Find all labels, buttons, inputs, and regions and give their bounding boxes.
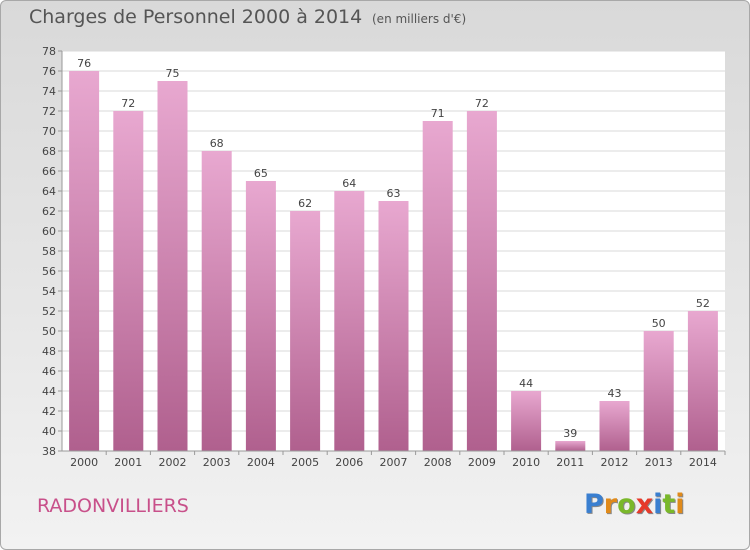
bar-2013 <box>643 331 674 451</box>
chart-subtitle: (en milliers d'€) <box>372 12 467 26</box>
x-tick-label: 2000 <box>70 456 98 469</box>
commune-name: RADONVILLIERS <box>37 495 189 517</box>
x-tick-label: 2012 <box>601 456 629 469</box>
chart-title: Charges de Personnel 2000 à 2014 <box>29 6 363 28</box>
logo-letter: i <box>675 489 685 520</box>
x-tick-label: 2014 <box>689 456 717 469</box>
bar-2010 <box>511 391 542 451</box>
bar-2009 <box>466 111 497 451</box>
y-tick-label: 46 <box>42 365 56 378</box>
x-tick-label: 2009 <box>468 456 496 469</box>
y-tick-label: 48 <box>42 345 56 358</box>
y-tick-label: 70 <box>42 125 56 138</box>
x-tick-label: 2006 <box>335 456 363 469</box>
y-tick-label: 50 <box>42 325 56 338</box>
logo-letter: t <box>662 489 676 520</box>
y-tick-label: 78 <box>42 45 56 58</box>
x-tick-label: 2010 <box>512 456 540 469</box>
y-tick-label: 52 <box>42 305 56 318</box>
x-tick-label: 2011 <box>556 456 584 469</box>
bar-value-label: 68 <box>210 137 224 150</box>
logo-letter: o <box>617 489 636 520</box>
bar-2006 <box>334 191 365 451</box>
bar-value-label: 65 <box>254 167 268 180</box>
logo-letter: x <box>635 489 654 520</box>
x-tick-label: 2008 <box>424 456 452 469</box>
y-tick-label: 64 <box>42 185 56 198</box>
y-tick-label: 54 <box>42 285 56 298</box>
x-tick-label: 2003 <box>203 456 231 469</box>
bar-2002 <box>157 81 188 451</box>
bar-value-label: 52 <box>696 297 710 310</box>
y-tick-label: 56 <box>42 265 56 278</box>
bar-value-label: 50 <box>652 317 666 330</box>
x-tick-label: 2005 <box>291 456 319 469</box>
bar-value-label: 62 <box>298 197 312 210</box>
bar-2003 <box>201 151 232 451</box>
x-tick-label: 2001 <box>114 456 142 469</box>
bar-value-label: 75 <box>166 67 180 80</box>
y-tick-label: 74 <box>42 85 56 98</box>
y-tick-label: 38 <box>42 445 56 458</box>
bars: 76 72 75 68 65 62 64 63 71 72 44 39 43 50 52 <box>69 57 718 451</box>
bar-2012 <box>599 401 630 451</box>
bar-value-label: 39 <box>563 427 577 440</box>
y-tick-label: 40 <box>42 425 56 438</box>
y-axis: 38 40 42 44 46 48 50 52 54 56 58 60 62 64 66 68 70 72 74 76… <box>42 45 62 458</box>
bar-value-label: 44 <box>519 377 533 390</box>
y-tick-label: 72 <box>42 105 56 118</box>
y-tick-label: 44 <box>42 385 56 398</box>
y-tick-label: 62 <box>42 205 56 218</box>
bar-2005 <box>290 211 321 451</box>
bar-value-label: 71 <box>431 107 445 120</box>
bar-2008 <box>422 121 453 451</box>
bar-value-label: 43 <box>608 387 622 400</box>
y-tick-label: 68 <box>42 145 56 158</box>
bar-2011 <box>555 441 586 451</box>
bar-2004 <box>245 181 276 451</box>
bar-2001 <box>113 111 144 451</box>
proxiti-logo: Proxiti <box>584 489 685 520</box>
bar-2014 <box>687 311 718 451</box>
x-tick-label: 2013 <box>645 456 673 469</box>
y-tick-label: 42 <box>42 405 56 418</box>
x-tick-label: 2007 <box>380 456 408 469</box>
bar-value-label: 72 <box>475 97 489 110</box>
x-tick-label: 2002 <box>159 456 187 469</box>
bar-2000 <box>69 71 100 451</box>
logo-letter: i <box>653 489 663 520</box>
bar-2007 <box>378 201 409 451</box>
x-axis: 2000 2001 2002 2003 2004 2005 2006 2007 2008 2009… <box>70 451 726 469</box>
y-tick-label: 58 <box>42 245 56 258</box>
y-tick-label: 76 <box>42 65 56 78</box>
logo-letter: r <box>603 489 618 520</box>
y-tick-label: 66 <box>42 165 56 178</box>
x-tick-label: 2004 <box>247 456 275 469</box>
bar-value-label: 76 <box>77 57 91 70</box>
y-tick-label: 60 <box>42 225 56 238</box>
logo-letter: P <box>584 489 604 520</box>
bar-value-label: 64 <box>342 177 356 190</box>
bar-value-label: 63 <box>387 187 401 200</box>
bar-value-label: 72 <box>121 97 135 110</box>
